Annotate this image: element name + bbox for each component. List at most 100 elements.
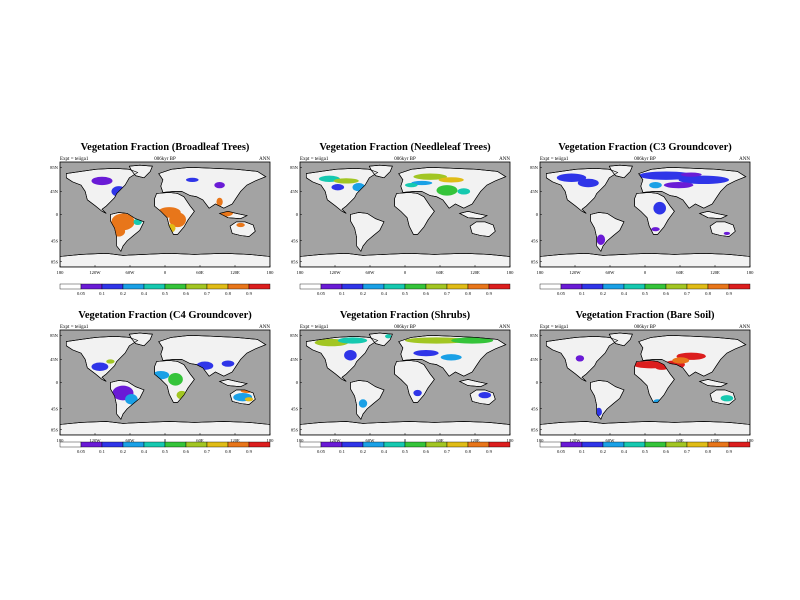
colorbar-label: 0.1 — [579, 449, 585, 454]
vegetation-patch — [337, 337, 368, 344]
coastline — [154, 192, 195, 235]
lon-tick-label: 120E — [230, 270, 240, 275]
vegetation-patch — [333, 178, 359, 184]
season-label: ANN — [259, 157, 270, 162]
colorbar-swatch — [320, 283, 343, 290]
coastline — [540, 252, 750, 267]
vegetation-patch — [720, 395, 734, 402]
lon-tick-label: 60E — [676, 438, 684, 443]
vegetation-patch — [413, 349, 439, 357]
coastline — [709, 389, 736, 405]
lon-tick-label: 60E — [676, 270, 684, 275]
coastline — [66, 335, 139, 382]
vegetation-layer — [318, 173, 471, 196]
vegetation-patch — [111, 213, 135, 231]
panel-title: Vegetation Fraction (Broadleaf Trees) — [81, 142, 250, 153]
coastline — [110, 380, 145, 420]
expt-label: Expt = teiiga1 — [300, 325, 329, 330]
colorbar-swatch — [728, 283, 751, 290]
lat-tick-label: 85N — [50, 165, 59, 170]
colorbar-label: 0.5 — [642, 449, 648, 454]
vegetation-patch — [436, 185, 458, 196]
vegetation-patch — [672, 357, 690, 364]
coastline — [546, 167, 619, 214]
lat-tick-label: 0 — [56, 380, 59, 385]
vegetation-layer — [314, 334, 494, 408]
lat-tick-label: 85N — [290, 165, 299, 170]
colorbar-label: 0.8 — [705, 291, 711, 296]
lat-tick-label: 45N — [50, 189, 59, 194]
land-antarctica — [540, 421, 750, 435]
lon-tick-label: 120W — [329, 270, 341, 275]
time-label: 006kyr BP — [394, 157, 416, 162]
panel-title: Vegetation Fraction (Needleleaf Trees) — [319, 142, 491, 153]
colorbar-swatch — [560, 283, 583, 290]
colorbar-swatch — [248, 441, 271, 448]
vegetation-patch — [244, 397, 254, 402]
lon-tick-label: 60W — [606, 438, 616, 443]
colorbar-swatch — [206, 283, 229, 290]
colorbar-swatch — [446, 441, 469, 448]
colorbar-label: 0.6 — [663, 449, 669, 454]
vegetation-patch — [653, 201, 666, 215]
lat-tick-label: 45S — [531, 406, 539, 411]
map-panel-broadleaf-trees: Vegetation Fraction (Broadleaf Trees) Exp… — [50, 142, 274, 296]
coastline — [60, 421, 270, 435]
colorbar-label: 0.05 — [557, 449, 566, 454]
colorbar-label: 0.8 — [225, 449, 231, 454]
colorbar-swatch — [341, 283, 364, 290]
colorbar-swatch — [185, 283, 208, 290]
lon-tick-label: 60E — [196, 270, 204, 275]
coastline — [398, 166, 507, 209]
lon-tick-label: 60E — [196, 438, 204, 443]
map-panel-shrubs: Vegetation Fraction (Shrubs) Expt = teiig… — [290, 310, 514, 454]
lon-tick-label: 0 — [164, 438, 167, 443]
time-label: 006kyr BP — [634, 325, 656, 330]
colorbar: 0.05 0.1 0.2 0.4 0.5 0.6 0.7 0.8 0.9 — [299, 441, 511, 454]
colorbar-label: 0.6 — [663, 291, 669, 296]
coastline — [698, 379, 728, 388]
colorbar-swatch — [206, 441, 229, 448]
colorbar-label: 0.7 — [684, 449, 690, 454]
vegetation-patch — [723, 231, 731, 235]
lon-tick-label: 0 — [164, 270, 167, 275]
season-label: ANN — [259, 325, 270, 330]
colorbar-swatch — [185, 441, 208, 448]
vegetation-patch — [680, 172, 702, 177]
colorbar-swatch — [80, 283, 103, 290]
map-panel-c4-groundcover: Vegetation Fraction (C4 Groundcover) Expt… — [50, 310, 274, 454]
colorbar-label: 0.5 — [162, 291, 168, 296]
lat-tick-label: 85S — [291, 259, 299, 264]
lon-tick-label: 120E — [230, 438, 240, 443]
vegetation-patch — [186, 177, 199, 182]
colorbar-label: 0.05 — [77, 291, 86, 296]
lat-tick-label: 85S — [51, 259, 59, 264]
lon-tick-label: 180 — [537, 270, 545, 275]
colorbar-swatch — [383, 283, 406, 290]
lon-tick-label: 180 — [57, 270, 65, 275]
coastline — [590, 212, 625, 252]
colorbar-label: 0.2 — [120, 449, 126, 454]
colorbar-swatch — [467, 441, 490, 448]
colorbar-swatch — [425, 441, 448, 448]
coastline — [306, 167, 379, 214]
lat-tick-label: 45N — [530, 357, 539, 362]
map-panel-bare-soil: Vegetation Fraction (Bare Soil) Expt = te… — [530, 310, 754, 454]
coastline — [634, 360, 675, 403]
colorbar-label: 0.2 — [360, 291, 366, 296]
lon-tick-label: 60W — [366, 438, 376, 443]
colorbar-swatch — [425, 283, 448, 290]
expt-label: Expt = teiiga1 — [300, 157, 329, 162]
colorbar-label: 0.7 — [204, 449, 210, 454]
lon-tick-label: 60E — [436, 270, 444, 275]
colorbar-swatch — [362, 283, 385, 290]
lat-tick-label: 45N — [530, 189, 539, 194]
vegetation-patch — [655, 365, 669, 370]
colorbar-swatch — [80, 441, 103, 448]
season-label: ANN — [499, 325, 510, 330]
vegetation-patch — [405, 337, 468, 344]
coastline — [540, 421, 750, 435]
time-label: 006kyr BP — [154, 157, 176, 162]
colorbar: 0.05 0.1 0.2 0.4 0.5 0.6 0.7 0.8 0.9 — [59, 441, 271, 454]
coastline — [469, 221, 496, 237]
